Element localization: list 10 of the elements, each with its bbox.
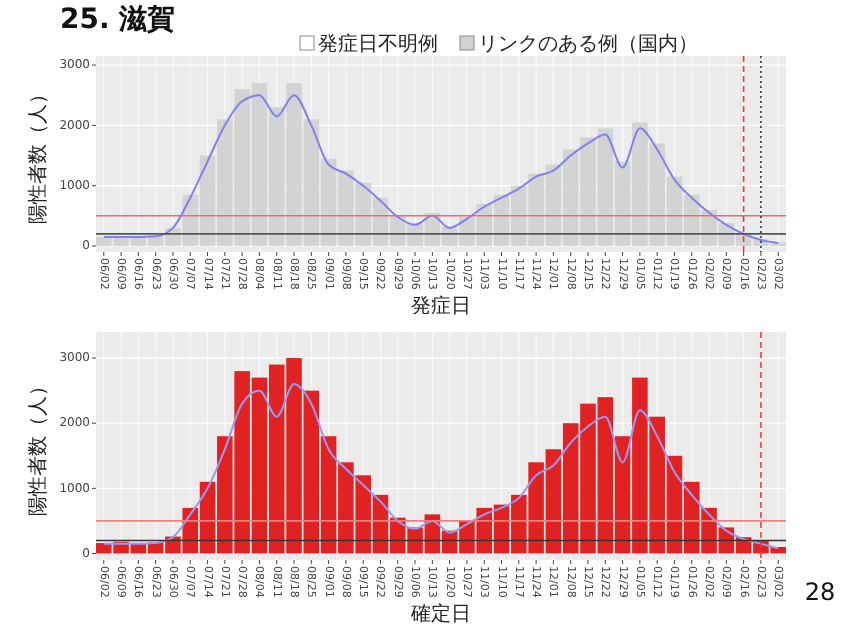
legend-label: リンクのある例（国内）	[478, 32, 698, 56]
x-axis-title: 確定日	[409, 602, 471, 626]
legend-label: 発症日不明例	[318, 32, 438, 56]
y-axis-title: 陽性者数（人）	[26, 84, 50, 224]
chart-title: 25. 滋賀	[60, 4, 176, 36]
x-axis-title: 発症日	[411, 294, 471, 318]
text: 28	[804, 578, 836, 606]
line-series	[102, 383, 780, 550]
line-series	[102, 94, 780, 244]
y-axis-title: 陽性者数（人）	[26, 376, 50, 516]
